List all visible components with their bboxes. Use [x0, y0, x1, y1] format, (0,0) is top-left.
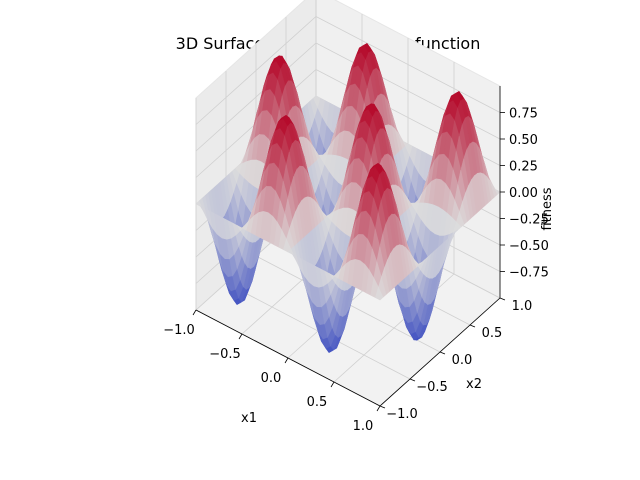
y-tick-label: −1.0 [386, 407, 418, 422]
z-tick-label: 0.00 [509, 186, 538, 201]
x-axis-label: x1 [241, 411, 257, 426]
x-tick-mark [192, 309, 197, 316]
tick-labels: −1.0 −0.5 0.0 0.5 1.0 −1.0 −0.5 0.0 0.5 1.0 −0.75 −… [163, 107, 549, 435]
z-tick-label: 0.50 [509, 133, 538, 148]
y-axis-label: x2 [466, 377, 482, 392]
y-tick-label: −0.5 [416, 380, 448, 395]
y-tick-mark [469, 324, 476, 328]
x-tick-mark [284, 357, 289, 364]
x-tick-mark [330, 381, 335, 388]
y-tick-mark [409, 378, 416, 382]
x-tick-mark [238, 333, 243, 340]
z-tick-label: 0.25 [509, 160, 538, 175]
surface-mesh [195, 43, 501, 353]
x-tick-label: −0.5 [209, 347, 241, 362]
y-tick-mark [379, 405, 386, 409]
x-tick-mark [376, 405, 381, 412]
z-tick-label: 0.75 [509, 107, 538, 122]
y-tick-mark [439, 351, 446, 355]
z-axis-label: fitness [540, 187, 555, 230]
y-tick-label: 0.5 [482, 326, 503, 341]
y-tick-label: 0.0 [452, 353, 473, 368]
y-tick-mark [499, 297, 506, 301]
surface-patch [375, 286, 384, 301]
x-tick-label: 0.0 [261, 371, 282, 386]
z-gridline [195, 16, 501, 125]
z-tick-label: −0.25 [509, 213, 549, 228]
x-tick-label: 0.5 [307, 395, 328, 410]
x-tick-label: 1.0 [353, 419, 374, 434]
z-gridline [195, 42, 501, 152]
x-tick-label: −1.0 [163, 323, 195, 338]
z-tick-label: −0.75 [509, 266, 549, 281]
z-tick-label: −0.50 [509, 239, 549, 254]
y-tick-label: 1.0 [512, 299, 533, 314]
